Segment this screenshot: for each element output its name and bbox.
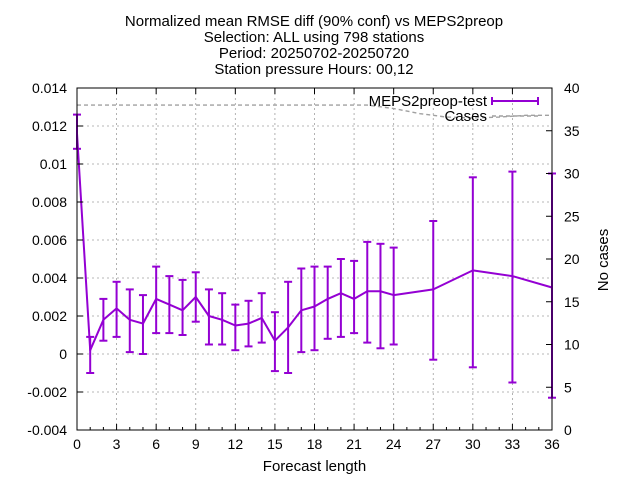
series-layer [73,104,556,399]
cases-line [77,104,552,119]
x-tick-label: 24 [386,436,402,452]
y-tick-label: 0.012 [32,118,67,134]
y-tick-label: 0.008 [32,194,67,210]
axis-ticks: 0 3 6 9 12 15 18 21 24 27 30 33 36-0.004-0.00200.002… [27,80,579,452]
y2-axis-label: No cases [595,229,612,292]
x-tick-label: 9 [192,436,200,452]
y2-tick-label: 40 [564,80,580,96]
x-tick-label: 27 [425,436,441,452]
y2-tick-label: 0 [564,422,572,438]
x-tick-label: 12 [228,436,244,452]
error-bar [376,242,385,350]
x-tick-label: 36 [544,436,560,452]
title-line-0: Normalized mean RMSE diff (90% conf) vs … [125,13,503,30]
y2-tick-label: 30 [564,166,580,182]
grid-lines [77,88,552,430]
y-tick-label: -0.004 [27,422,67,438]
error-bar [468,176,477,369]
x-tick-label: 33 [505,436,521,452]
error-bar [178,278,187,336]
y-tick-label: -0.002 [27,384,67,400]
y2-tick-label: 20 [564,251,580,267]
x-tick-label: 6 [152,436,160,452]
error-bar [323,265,332,340]
x-tick-label: 30 [465,436,481,452]
y-tick-label: 0.014 [32,80,67,96]
plot-frame [76,87,553,431]
y-tick-label: 0.004 [32,270,67,286]
legend-label-series: MEPS2preop-test [369,93,488,110]
error-bar [310,265,319,352]
y2-tick-label: 35 [564,123,580,139]
y-tick-label: 0.01 [40,156,67,172]
x-tick-label: 15 [267,436,283,452]
y2-tick-label: 10 [564,337,580,353]
title-line-3: Station pressure Hours: 00,12 [214,61,413,78]
series-line-meps2preop-test [76,133,553,352]
x-tick-label: 3 [113,436,121,452]
title-line-1: Selection: ALL using 798 stations [204,29,424,46]
x-tick-label: 18 [307,436,323,452]
title-line-2: Period: 20250702-20250720 [219,45,409,62]
error-bar [336,258,345,338]
x-tick-label: 21 [346,436,362,452]
error-bar [350,259,359,335]
y2-tick-label: 5 [564,379,572,395]
y2-tick-label: 25 [564,208,580,224]
legend-label-cases: Cases [444,108,487,125]
y-tick-label: 0.006 [32,232,67,248]
error-bar [231,303,240,352]
y-tick-label: 0 [59,346,67,362]
y-tick-label: 0.002 [32,308,67,324]
chart-title: Normalized mean RMSE diff (90% conf) vs … [125,13,503,78]
x-tick-label: 0 [73,436,81,452]
y2-tick-label: 15 [564,294,580,310]
x-axis-label: Forecast length [263,458,366,475]
